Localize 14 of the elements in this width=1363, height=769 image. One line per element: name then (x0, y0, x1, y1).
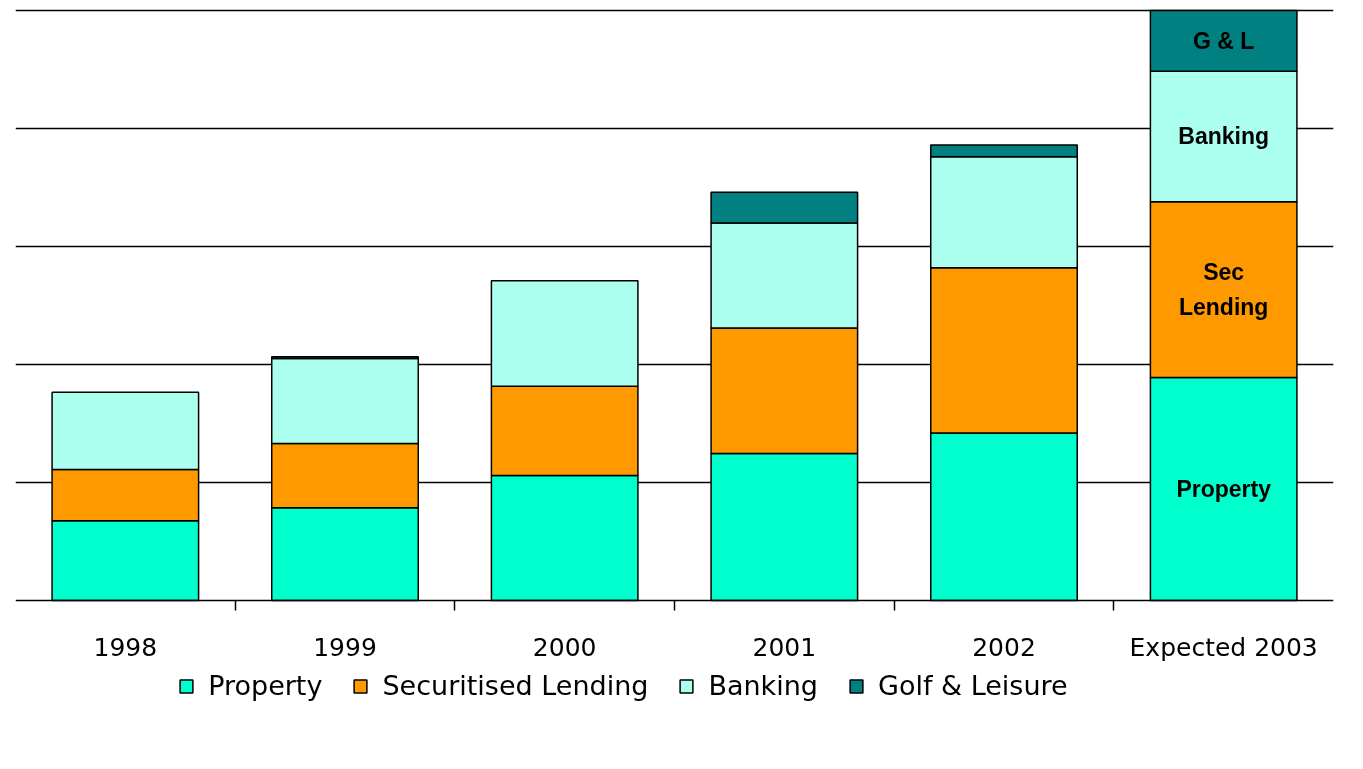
x-tick-label: 1999 (313, 632, 377, 662)
x-tick-label: Expected 2003 (1129, 632, 1318, 662)
legend-label: Golf & Leisure (878, 670, 1068, 701)
x-tick-label: 2000 (532, 632, 597, 662)
legend-label: Banking (708, 670, 818, 701)
x-tick-label: 1998 (93, 632, 158, 662)
x-tick-label: 2001 (752, 632, 817, 662)
legend-label: Property (208, 670, 323, 701)
x-tick-label: 2002 (972, 632, 1036, 662)
legend-label: Securitised Lending (382, 670, 649, 701)
annotation: Sec Lending (1178, 259, 1269, 321)
annotation: Banking (1178, 123, 1270, 150)
annotation: G & L (1193, 27, 1255, 54)
annotation: Property (1176, 476, 1272, 502)
